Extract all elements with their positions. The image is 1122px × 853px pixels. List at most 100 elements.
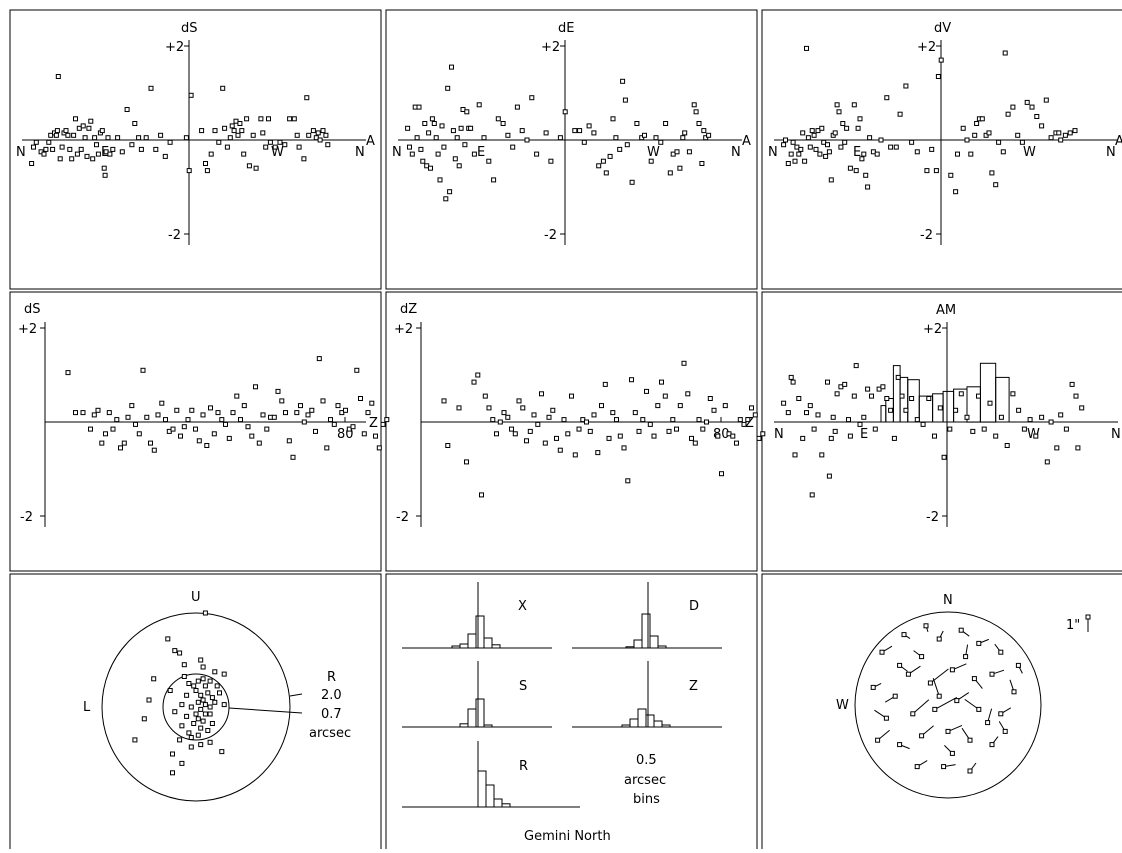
data-point [972,132,978,138]
data-point [500,121,506,126]
data-point [246,163,252,169]
panel-ds-zenith: dS +2 -2 80 Z [18,302,390,527]
data-point [629,179,635,185]
histogram-bar [467,633,477,649]
histogram-bar [649,635,659,649]
data-point [1027,417,1033,423]
vector-point [967,768,973,774]
data-point [1056,130,1062,136]
data-point [212,699,218,705]
data-point [681,360,687,366]
data-point [595,450,601,456]
figure-footer: Gemini North [524,829,611,844]
data-point [531,412,537,418]
data-point [227,135,233,141]
data-point [828,177,834,183]
data-point [891,435,897,441]
data-point [475,372,481,378]
data-point [1054,445,1060,451]
data-point [376,445,382,451]
y-tick-label: -2 [544,228,557,243]
data-point [807,403,813,409]
data-point [170,770,175,776]
data-point [90,156,96,162]
y-tick-label: +2 [923,322,942,337]
vector-point [1015,662,1021,668]
data-point [1062,132,1068,138]
radius-legend-label: R [327,670,336,685]
data-point [277,139,283,145]
panel-am-azimuth: AM +2 -2 N E W N [774,303,1121,527]
data-point [524,438,529,444]
data-point [861,414,867,420]
data-point [976,393,981,399]
data-point [91,412,97,418]
data-point [603,170,609,176]
data-point [785,410,791,416]
data-point [409,151,415,157]
data-point [185,417,191,423]
panel-polar-residuals: U L R 2.0 0.7 arcsec [83,590,351,802]
data-point [825,379,830,385]
data-point [88,118,94,124]
data-point [788,151,794,157]
y-axis-label: dV [934,21,951,36]
data-point [170,751,175,757]
data-point [1058,412,1064,418]
data-point [405,125,411,131]
data-point [215,410,221,416]
data-point [217,690,222,696]
data-point [144,414,150,420]
inner-circle [162,673,230,741]
data-point [704,419,709,425]
data-point [1048,419,1054,425]
data-point [895,374,901,380]
histogram-label-d: D [689,599,699,614]
data-point [620,78,626,84]
data-point [291,116,297,122]
data-point [188,735,194,740]
data-point [118,445,123,451]
data-point [407,144,412,150]
data-point [207,678,213,684]
data-point [880,384,886,390]
data-point [422,121,428,126]
vector-point [879,649,885,655]
data-point [205,728,211,733]
data-point [955,151,960,157]
data-point [811,426,817,432]
data-point [1000,149,1006,155]
data-point [986,130,992,136]
data-point [107,151,113,157]
data-point [437,177,443,183]
data-point [804,45,809,51]
data-point [700,426,706,432]
data-point [125,414,131,420]
data-point [1039,123,1045,129]
data-point [534,151,540,157]
panel-frame-3 [761,9,1122,290]
data-point [691,102,697,108]
data-point [305,412,311,418]
data-point [350,424,356,430]
data-point [43,146,49,152]
data-point [198,742,204,748]
x-label-n-start: N [768,145,778,160]
data-point [241,151,247,157]
circle-left-label: L [83,700,91,715]
data-point [301,156,307,162]
data-point [696,417,702,423]
data-point [105,135,111,141]
data-point [429,116,435,122]
data-point [186,168,192,174]
vector-point [901,632,907,638]
vector-point [989,742,995,748]
data-point [621,445,627,451]
data-point [73,410,78,416]
data-point [464,109,470,115]
data-point [153,146,159,152]
x-label-e: E [853,145,861,160]
data-point [365,410,371,416]
data-point [1005,111,1011,117]
data-point [294,132,300,138]
